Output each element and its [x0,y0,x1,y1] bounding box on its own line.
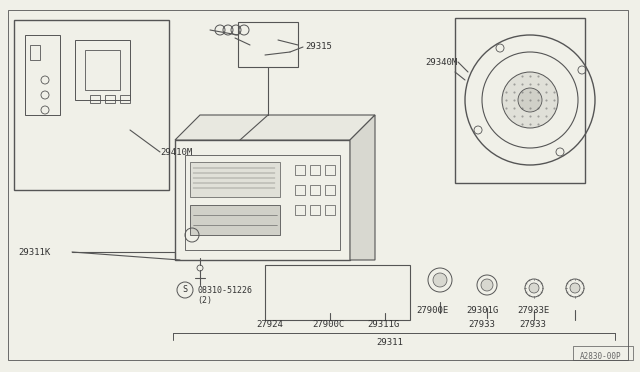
Bar [175,140,350,260]
Bar [85,50,120,90]
Bar [120,95,130,103]
Bar [14,20,169,190]
Text: 29311: 29311 [376,338,403,347]
Polygon shape [175,115,375,140]
Text: 27900E: 27900E [416,306,448,315]
Bar [238,22,298,67]
Text: 29311K: 29311K [18,248,51,257]
Text: 27900C: 27900C [312,320,344,329]
Bar [185,155,340,250]
Circle shape [570,283,580,293]
Bar [105,95,115,103]
Bar [310,185,320,195]
Bar [295,205,305,215]
Circle shape [481,279,493,291]
Text: 27933E: 27933E [517,306,549,315]
Circle shape [518,88,542,112]
Bar [30,45,40,60]
Text: A2830-00P: A2830-00P [580,352,621,361]
Bar [295,185,305,195]
Bar [455,18,585,183]
Bar [90,95,100,103]
Bar [325,165,335,175]
Bar [190,162,280,197]
Text: 29315: 29315 [305,42,332,51]
Circle shape [433,273,447,287]
Bar [190,205,280,235]
Text: 08310-51226: 08310-51226 [197,286,252,295]
Bar [295,165,305,175]
Bar [325,205,335,215]
Text: 29311G: 29311G [367,320,399,329]
Circle shape [529,283,539,293]
Bar [573,346,633,360]
Polygon shape [350,115,375,260]
Bar [265,265,410,320]
Bar [75,40,130,100]
Bar [25,35,60,115]
Bar [325,185,335,195]
Text: 29340M: 29340M [425,58,457,67]
Circle shape [502,72,558,128]
Text: 27933: 27933 [468,320,495,329]
Text: 29301G: 29301G [466,306,498,315]
Text: S: S [182,285,188,295]
Text: (2): (2) [197,296,212,305]
Bar [310,165,320,175]
Bar [310,205,320,215]
Text: 27924: 27924 [257,320,284,329]
Text: 29410M: 29410M [160,148,192,157]
Text: 27933: 27933 [520,320,547,329]
